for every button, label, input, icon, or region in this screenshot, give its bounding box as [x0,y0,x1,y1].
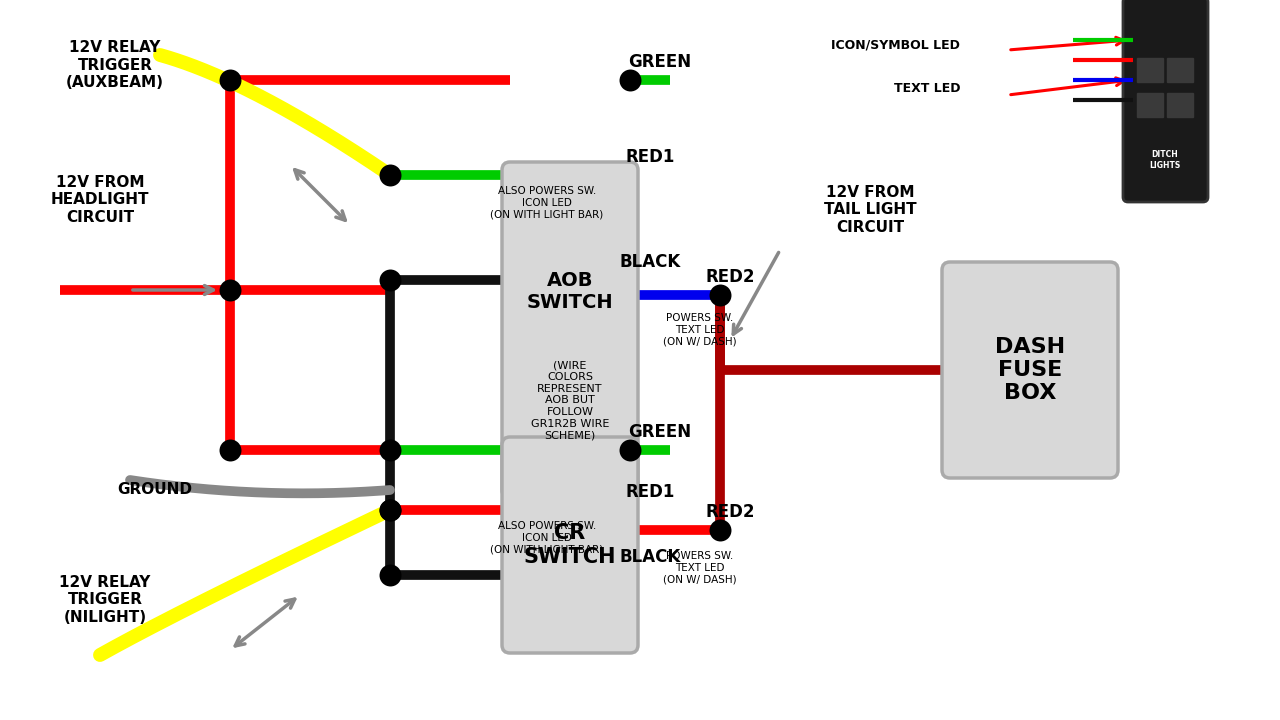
Text: RED2: RED2 [705,503,755,521]
Text: 12V FROM
TAIL LIGHT
CIRCUIT: 12V FROM TAIL LIGHT CIRCUIT [824,185,916,235]
Text: DASH
FUSE
BOX: DASH FUSE BOX [995,337,1065,403]
Point [620,444,640,456]
Text: POWERS SW.
TEXT LED
(ON W/ DASH): POWERS SW. TEXT LED (ON W/ DASH) [663,313,737,346]
Text: 12V RELAY
TRIGGER
(AUXBEAM): 12V RELAY TRIGGER (AUXBEAM) [67,40,164,90]
Point [380,169,401,181]
Point [220,284,241,296]
Point [220,74,241,86]
Point [709,524,730,536]
Point [380,570,401,581]
Text: GROUND: GROUND [118,482,192,498]
Text: GREEN: GREEN [628,423,691,441]
Point [620,74,640,86]
Point [380,504,401,516]
Text: RED1: RED1 [626,148,675,166]
Point [380,504,401,516]
Text: ALSO POWERS SW.
ICON LED
(ON WITH LIGHT BAR): ALSO POWERS SW. ICON LED (ON WITH LIGHT … [490,521,603,554]
Text: GREEN: GREEN [628,53,691,71]
Bar [1167,93,1193,117]
Text: 12V FROM
HEADLIGHT
CIRCUIT: 12V FROM HEADLIGHT CIRCUIT [51,175,150,225]
Text: RED1: RED1 [626,483,675,501]
FancyBboxPatch shape [1123,0,1208,202]
Text: CR
SWITCH: CR SWITCH [524,523,616,567]
Text: ALSO POWERS SW.
ICON LED
(ON WITH LIGHT BAR): ALSO POWERS SW. ICON LED (ON WITH LIGHT … [490,186,603,220]
Bar [1167,58,1193,82]
Text: RED2: RED2 [705,268,755,286]
Text: 12V RELAY
TRIGGER
(NILIGHT): 12V RELAY TRIGGER (NILIGHT) [59,575,151,625]
Point [380,274,401,286]
FancyBboxPatch shape [502,162,637,498]
Text: POWERS SW.
TEXT LED
(ON W/ DASH): POWERS SW. TEXT LED (ON W/ DASH) [663,552,737,585]
Point [709,289,730,301]
Text: (WIRE
COLORS
REPRESENT
AOB BUT
FOLLOW
GR1R2B WIRE
SCHEME): (WIRE COLORS REPRESENT AOB BUT FOLLOW GR… [531,361,609,440]
Point [220,444,241,456]
FancyBboxPatch shape [502,437,637,653]
Bar [1137,58,1164,82]
FancyBboxPatch shape [942,262,1117,478]
Text: BLACK: BLACK [620,548,681,566]
Point [380,444,401,456]
Text: TEXT LED: TEXT LED [893,81,960,94]
Text: DITCH
LIGHTS: DITCH LIGHTS [1149,150,1180,170]
Text: ICON/SYMBOL LED: ICON/SYMBOL LED [831,38,960,52]
Text: BLACK: BLACK [620,253,681,271]
Text: AOB
SWITCH: AOB SWITCH [526,271,613,312]
Bar [1137,93,1164,117]
